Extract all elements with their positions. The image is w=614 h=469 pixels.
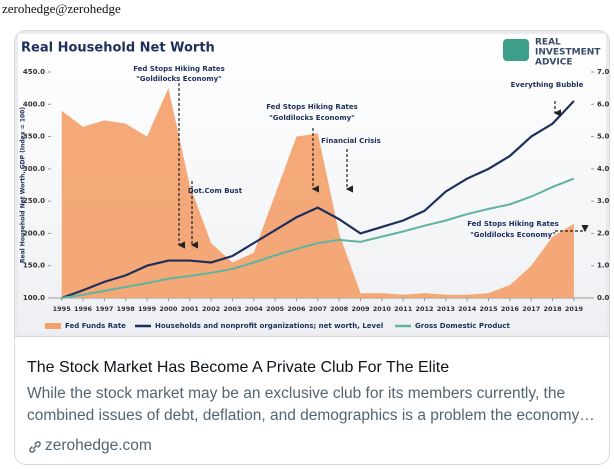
y2-tick-label: 6.0 [597, 100, 609, 108]
annotation: Fed Stops Hiking Rates [266, 103, 358, 111]
x-tick-label: 2000 [159, 305, 178, 313]
x-tick-label: 2009 [351, 305, 370, 313]
x-tick-label: 2017 [522, 305, 540, 313]
card-domain[interactable]: zerohedge.com [45, 437, 152, 454]
card-description: While the stock market may be an exclusi… [27, 385, 580, 424]
y2-tick-label: 4.0 [597, 165, 609, 173]
annotation: Fed Stops Hiking Rates [133, 65, 225, 73]
line [61, 100, 575, 300]
card-info[interactable]: The Stock Market Has Become A Private Cl… [15, 336, 609, 464]
chart-title: Real Household Net Worth [21, 41, 215, 56]
annotation: Everything Bubble [511, 81, 584, 89]
x-tick-label: 2008 [330, 305, 349, 313]
y2-axis-label: Fed Funds Rate [607, 185, 609, 246]
annotation: "Goldilocks Economy" [470, 231, 556, 239]
annotation: Fed Stops Hiking Rates [467, 220, 559, 228]
x-tick-label: 2006 [287, 305, 306, 313]
chart: Real Household Net Worth REAL INVESTMENT… [15, 31, 609, 336]
x-tick-label: 2011 [394, 305, 413, 313]
y-tick-label: 400.0 [23, 100, 45, 108]
logo-text: INVESTMENT [535, 48, 601, 58]
x-tick-label: 2018 [544, 305, 563, 313]
plot [48, 71, 594, 301]
y-axis-label: Real Household Net Worth, GDP (Index = 1… [20, 107, 27, 263]
area [61, 88, 574, 298]
x-tick-label: 2016 [501, 305, 520, 313]
annotation: "Goldilocks Economy" [136, 75, 222, 83]
y-tick-label: 250.0 [23, 197, 45, 205]
x-tick-label: 2019 [565, 305, 584, 313]
y2-tick-label: 1.0 [597, 262, 609, 270]
x-tick-label: 2014 [458, 305, 477, 313]
x-tick-label: 1995 [53, 305, 72, 313]
legend-label: Households and nonprofit organizations; … [155, 322, 383, 330]
x-tick-label: 1999 [138, 305, 157, 313]
x-tick-label: 2002 [202, 305, 220, 313]
x-tick-label: 2005 [266, 305, 285, 313]
handle: zerohedge@zerohedge [2, 1, 121, 16]
y-tick-label: 300.0 [23, 165, 45, 173]
card-title[interactable]: The Stock Market Has Become A Private Cl… [27, 359, 450, 376]
x-tick-label: 2012 [415, 305, 433, 313]
legend-swatch [45, 323, 61, 329]
y2-tick-label: 2.0 [597, 229, 609, 237]
x-tick-label: 1997 [95, 305, 113, 313]
y2-tick-label: 5.0 [597, 133, 609, 141]
y-tick-label: 450.0 [23, 68, 45, 76]
link-icon [29, 441, 41, 453]
y-tick-label: 150.0 [23, 262, 45, 270]
logo-text: ADVICE [535, 58, 573, 68]
x-tick-label: 2004 [245, 305, 264, 313]
x-tick-label: 1996 [74, 305, 93, 313]
x-tick-label: 2001 [181, 305, 200, 313]
link-card[interactable]: Real Household Net Worth REAL INVESTMENT… [14, 30, 610, 465]
y-tick-label: 100.0 [23, 294, 45, 302]
x-tick-label: 2003 [223, 305, 241, 313]
x-tick-label: 2015 [480, 305, 499, 313]
y2-tick-label: 7.0 [597, 68, 609, 76]
x-tick-label: 1998 [117, 305, 136, 313]
logo-icon [503, 39, 529, 61]
x-tick-label: 2007 [309, 305, 327, 313]
y-tick-label: 200.0 [23, 229, 45, 237]
logo-text: REAL [535, 38, 561, 48]
annotation: Dot.Com Bust [188, 187, 243, 195]
x-tick-label: 2010 [373, 305, 392, 313]
annotation: "Goldilocks Economy" [269, 114, 355, 122]
legend-label: Fed Funds Rate [65, 322, 126, 330]
arrows [177, 83, 589, 249]
y2-tick-label: 0.0 [597, 294, 609, 302]
legend-label: Gross Domestic Product [415, 322, 510, 330]
annotation: Financial Crisis [321, 137, 381, 145]
y2-tick-label: 3.0 [597, 197, 609, 205]
x-tick-label: 2013 [437, 305, 455, 313]
line [61, 177, 575, 299]
y-tick-label: 350.0 [23, 133, 45, 141]
